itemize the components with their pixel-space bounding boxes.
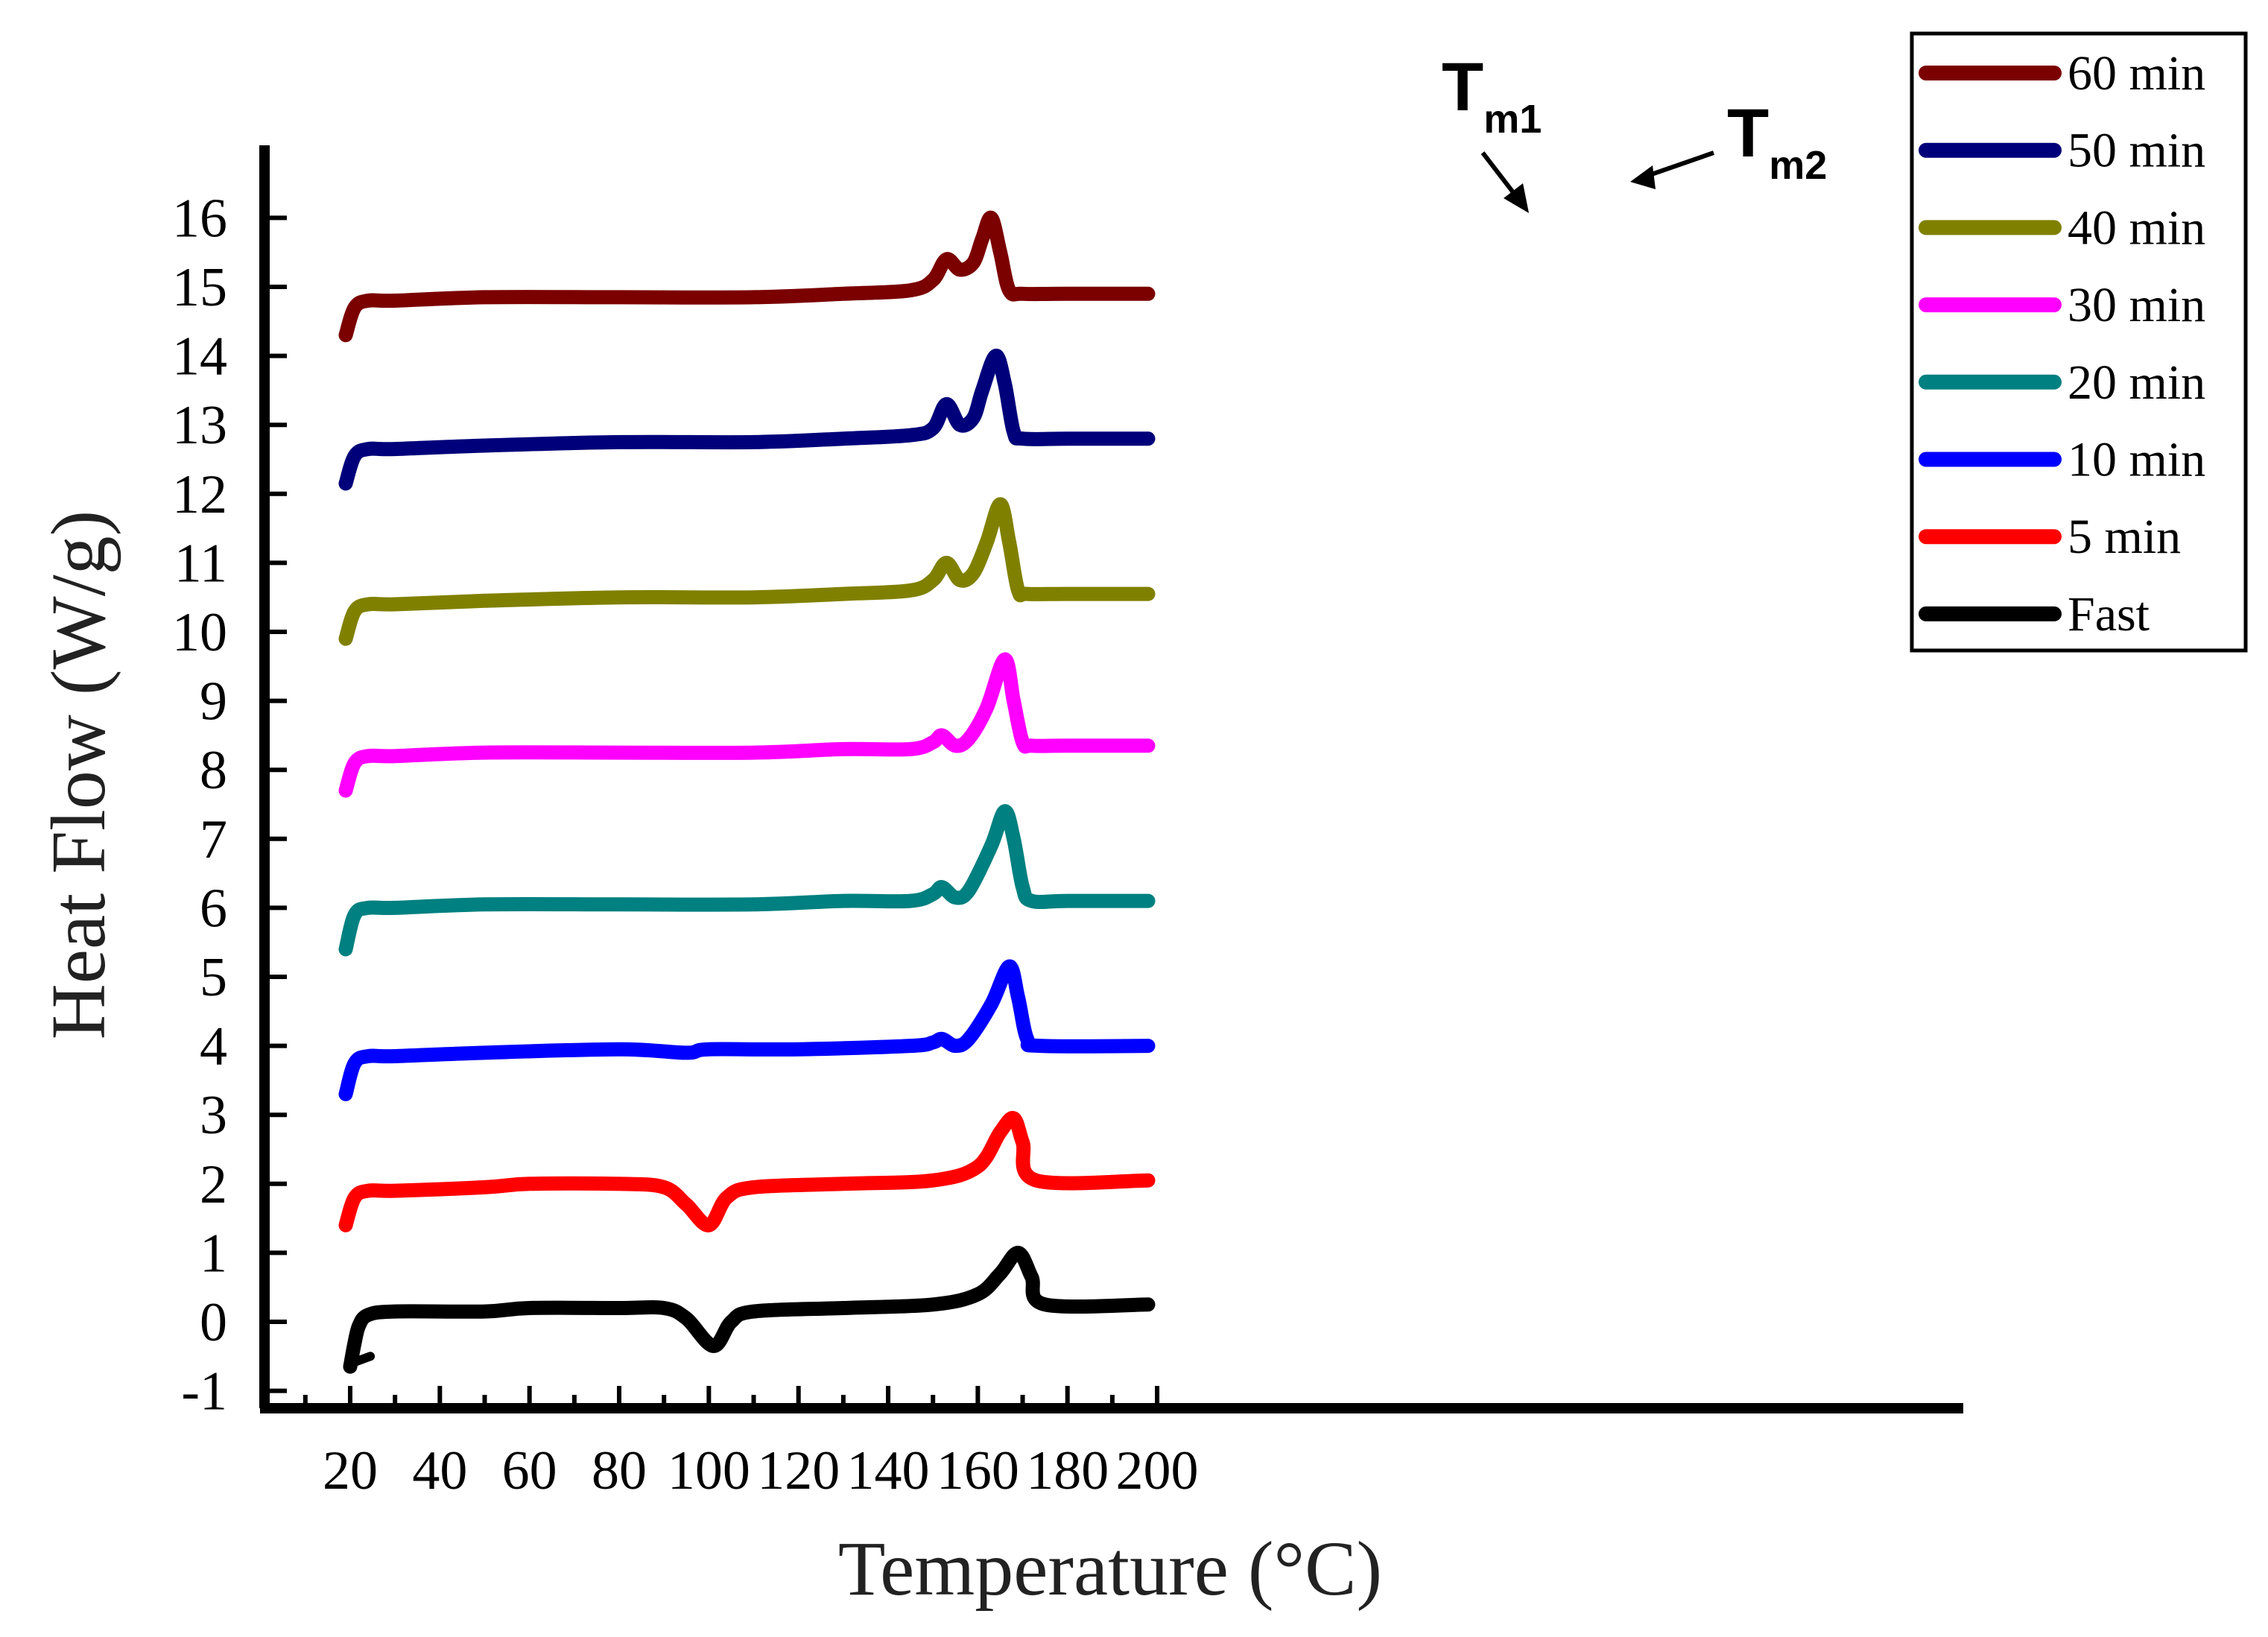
x-tick-label: 140 [847, 1440, 930, 1501]
x-tick-label: 100 [668, 1440, 750, 1501]
series-line-60-min [338, 210, 1156, 343]
y-tick-label: 5 [200, 947, 227, 1008]
y-tick-label: 9 [200, 671, 227, 732]
series-layer [338, 210, 1156, 1374]
annotation-tm2-sub: m2 [1769, 143, 1827, 188]
x-tick-label: 120 [757, 1440, 840, 1501]
annotation-tm2-main: T [1727, 95, 1769, 171]
annotation-tm1-arrowhead [1504, 183, 1529, 213]
y-tick-label: 11 [174, 533, 227, 594]
x-axis-title: Temperature (°C) [838, 1526, 1382, 1612]
y-tick-label: 14 [172, 326, 227, 387]
x-tick-label: 20 [323, 1440, 378, 1501]
series-line-10-min [338, 959, 1156, 1101]
x-axis-ticks: 20 40 60 80 100 120 140 160 180 200 [302, 1386, 1199, 1501]
annotation-tm2: Tm2 [1630, 95, 1827, 189]
x-tick-label: 180 [1026, 1440, 1109, 1501]
x-tick-label: 40 [412, 1440, 467, 1501]
legend-box [1910, 31, 2248, 653]
y-tick-label: 12 [172, 464, 227, 525]
y-tick-label: 6 [200, 878, 227, 939]
y-tick-label: 10 [172, 602, 227, 663]
legend-label-40-min: 40 min [2068, 200, 2205, 255]
x-tick-label: 80 [592, 1440, 647, 1501]
series-line-5-min [338, 1111, 1156, 1232]
y-tick-label: 2 [200, 1154, 227, 1215]
series-line-30-min [338, 652, 1156, 798]
legend-label-5-min: 5 min [2068, 510, 2181, 564]
legend-label-60-min: 60 min [2068, 46, 2205, 101]
y-tick-label: 4 [200, 1016, 227, 1077]
y-tick-label: 13 [172, 395, 227, 456]
y-tick-label: -1 [181, 1361, 227, 1422]
series-line-50-min [338, 349, 1156, 491]
annotation-tm1-main: T [1442, 49, 1483, 125]
legend-label-10-min: 10 min [2068, 433, 2205, 487]
svg-text:Tm1: Tm1 [1442, 49, 1542, 142]
series-line-40-min [338, 497, 1156, 646]
series-line-fast-hook [346, 1352, 376, 1368]
legend-label-fast: Fast [2068, 587, 2150, 642]
x-tick-label: 200 [1116, 1440, 1199, 1501]
y-tick-label: 15 [172, 257, 227, 318]
annotation-tm1-sub: m1 [1483, 97, 1542, 142]
y-tick-label: 7 [200, 809, 227, 870]
y-tick-label: 16 [172, 188, 227, 249]
x-tick-label: 160 [937, 1440, 1019, 1501]
y-tick-label: 0 [200, 1292, 227, 1353]
svg-text:Tm2: Tm2 [1727, 95, 1827, 188]
legend-label-30-min: 30 min [2068, 278, 2205, 332]
legend-label-20-min: 20 min [2068, 355, 2205, 410]
annotation-tm2-arrow [1642, 151, 1714, 180]
y-tick-label: 1 [200, 1223, 227, 1284]
legend-label-50-min: 50 min [2068, 124, 2205, 178]
y-tick-label: 8 [200, 740, 227, 801]
y-tick-label: 3 [200, 1085, 227, 1146]
y-axis-title: Heat Flow (W/g) [36, 510, 121, 1039]
annotation-tm1: Tm1 [1442, 49, 1542, 213]
series-line-fast [343, 1245, 1156, 1374]
x-tick-label: 60 [502, 1440, 557, 1501]
annotation-tm2-arrowhead [1630, 165, 1656, 189]
series-line-20-min [338, 804, 1156, 957]
legend: 60 min 50 min 40 min 30 min 20 min 10 min 5 mi… [1910, 31, 2248, 653]
